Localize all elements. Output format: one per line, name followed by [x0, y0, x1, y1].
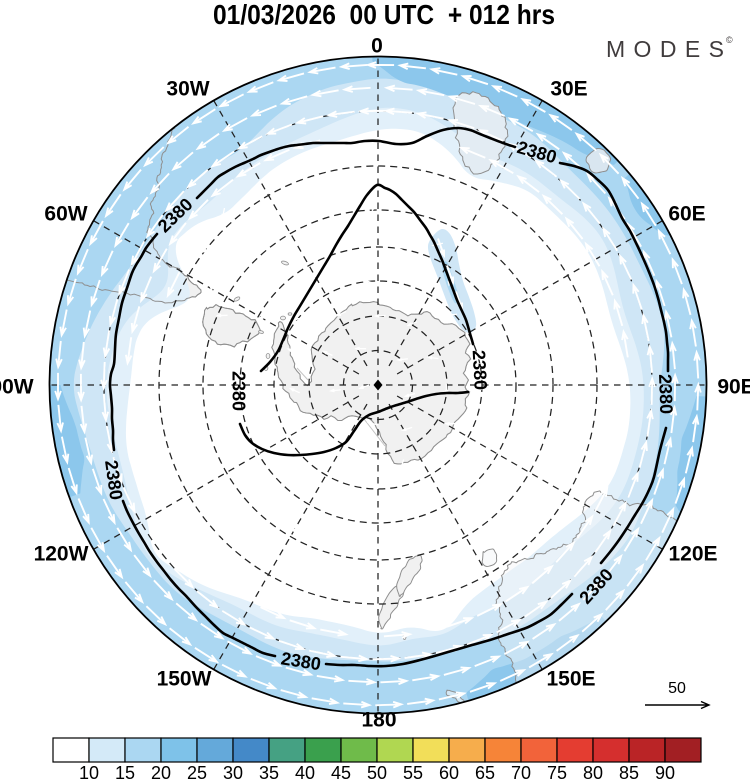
svg-text:0: 0	[371, 35, 383, 58]
svg-text:MODES: MODES	[606, 36, 732, 62]
svg-text:01/03/2026 00 UTC + 012 hrs: 01/03/2026 00 UTC + 012 hrs	[213, 0, 555, 30]
svg-text:65: 65	[475, 763, 495, 782]
svg-text:90E: 90E	[717, 376, 750, 399]
svg-text:90: 90	[655, 763, 675, 782]
svg-text:120E: 120E	[668, 543, 717, 566]
svg-text:40: 40	[295, 763, 315, 782]
svg-text:55: 55	[403, 763, 423, 782]
svg-text:150W: 150W	[157, 668, 212, 691]
svg-text:45: 45	[331, 763, 351, 782]
svg-text:©: ©	[726, 35, 733, 45]
svg-text:60E: 60E	[668, 203, 705, 226]
svg-text:120W: 120W	[34, 543, 89, 566]
svg-text:75: 75	[547, 763, 567, 782]
svg-text:50: 50	[668, 680, 686, 697]
svg-text:2380: 2380	[229, 371, 249, 411]
svg-text:50: 50	[367, 763, 387, 782]
svg-text:35: 35	[259, 763, 279, 782]
svg-text:30: 30	[223, 763, 243, 782]
svg-text:180: 180	[361, 709, 396, 732]
svg-text:2380: 2380	[469, 349, 491, 390]
svg-text:20: 20	[151, 763, 171, 782]
svg-text:70: 70	[511, 763, 531, 782]
svg-text:60W: 60W	[44, 203, 87, 226]
svg-text:2380: 2380	[655, 374, 676, 415]
svg-text:15: 15	[115, 763, 135, 782]
svg-text:10: 10	[79, 763, 99, 782]
svg-text:150E: 150E	[546, 668, 595, 691]
svg-text:25: 25	[187, 763, 207, 782]
svg-text:30E: 30E	[550, 78, 587, 101]
svg-text:85: 85	[619, 763, 639, 782]
svg-text:80: 80	[583, 763, 603, 782]
svg-text:60: 60	[439, 763, 459, 782]
svg-text:30W: 30W	[166, 78, 209, 101]
svg-text:90W: 90W	[0, 376, 34, 399]
